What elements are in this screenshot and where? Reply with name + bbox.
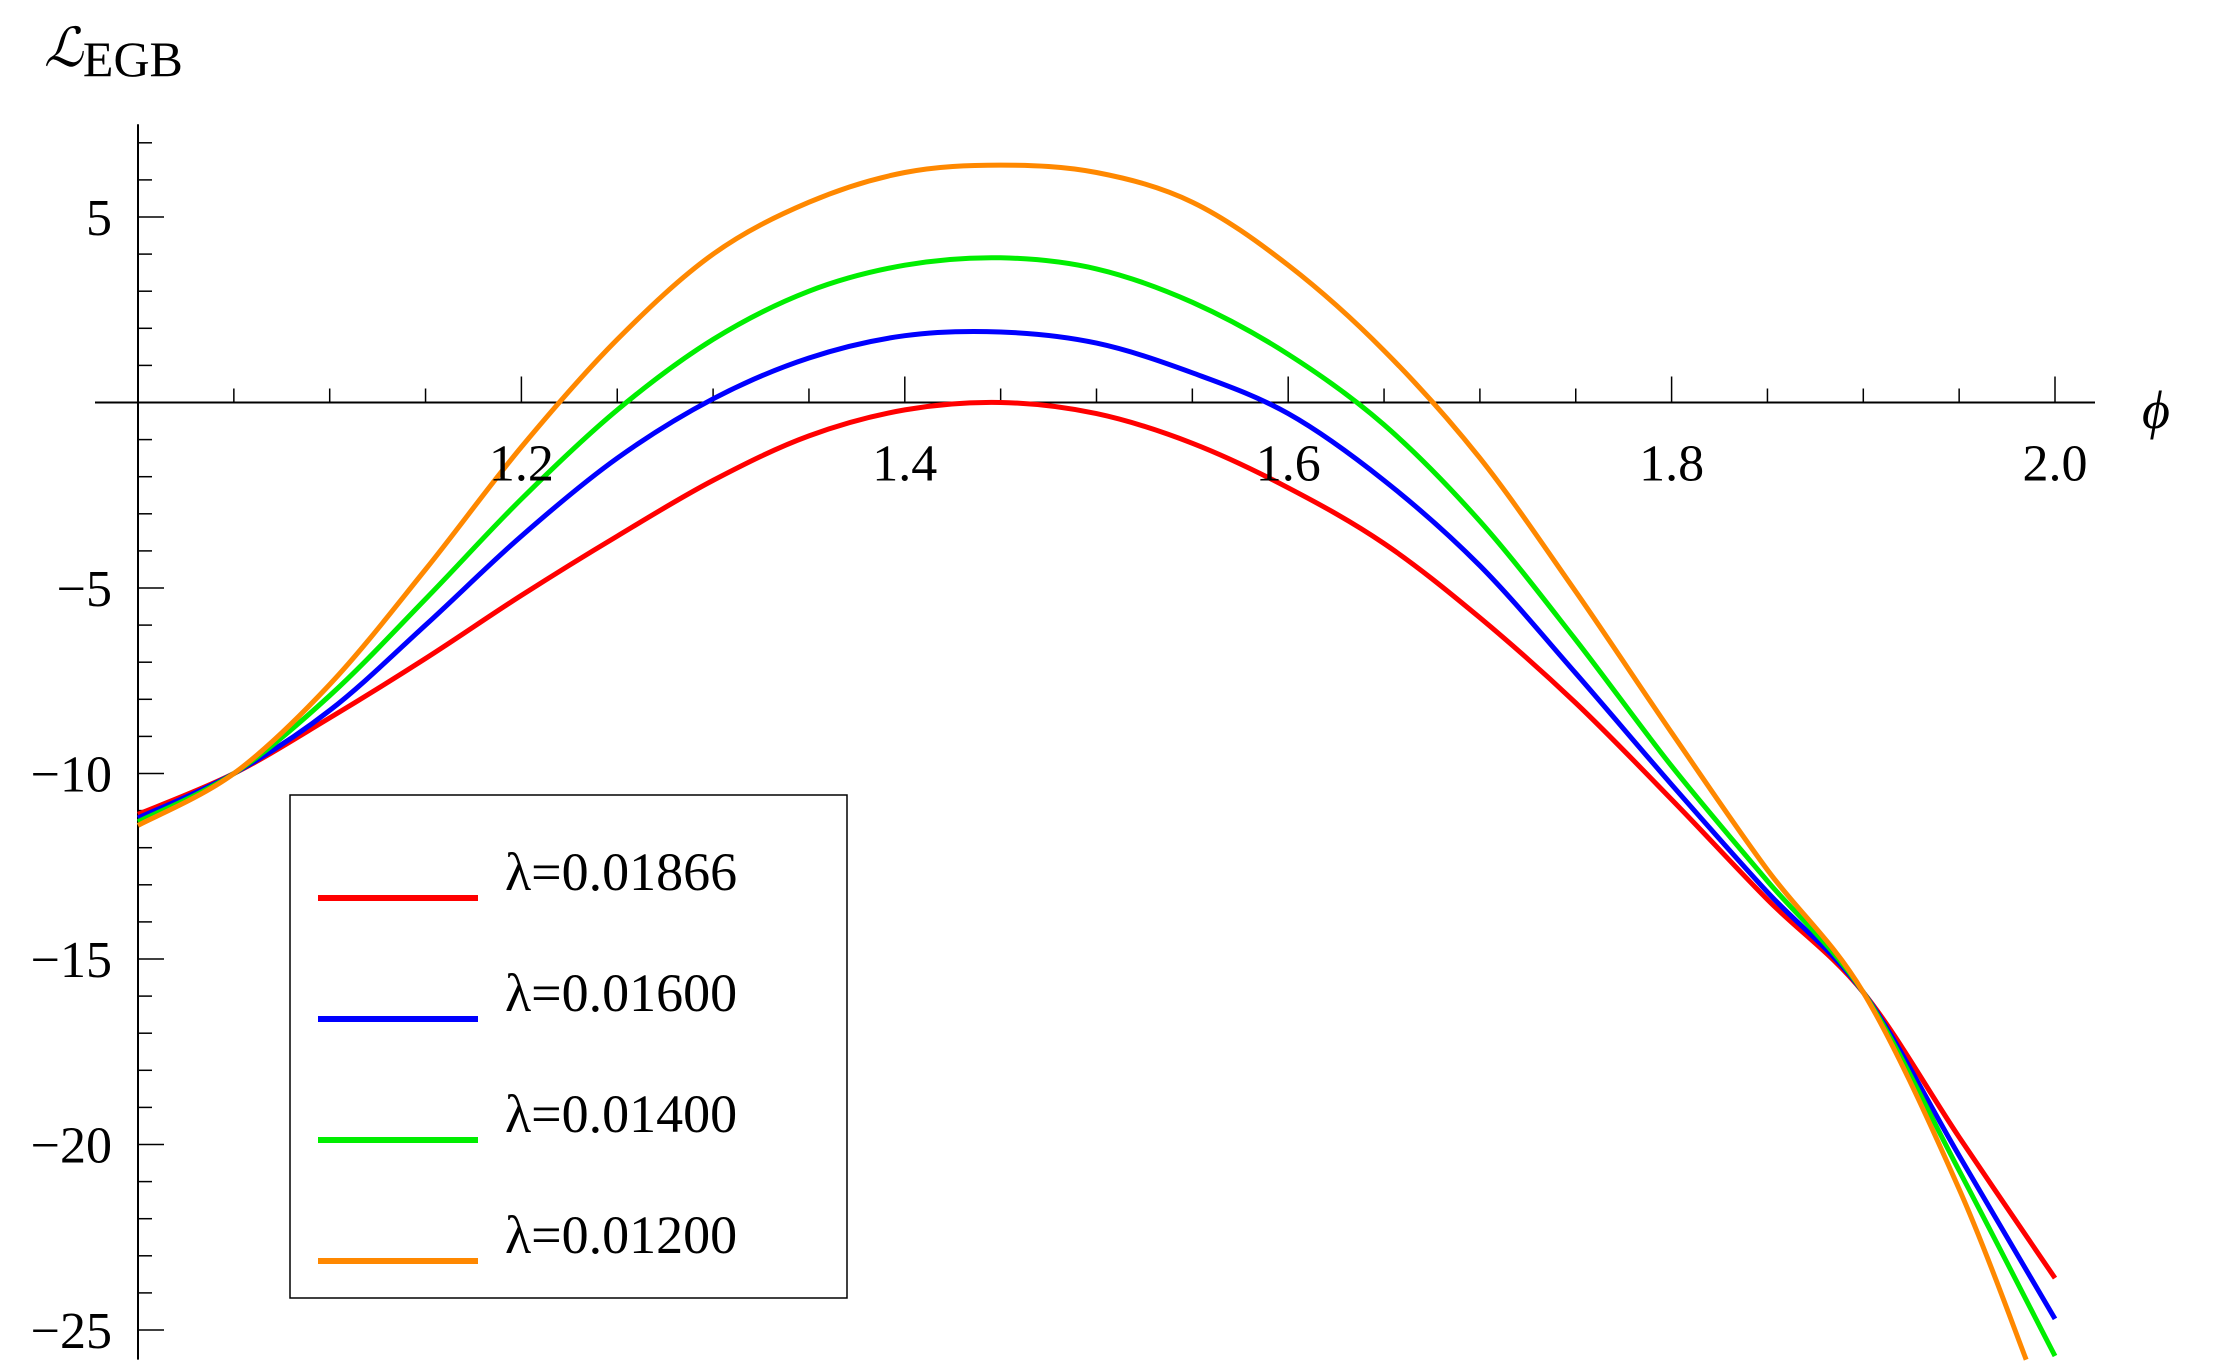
series-line-3 xyxy=(136,255,2058,1358)
x-tick-label: 1.2 xyxy=(489,436,554,493)
legend-label: λ=0.01600 xyxy=(505,963,737,1023)
y-tick-label: −10 xyxy=(31,747,112,804)
x-tick-label: 1.4 xyxy=(872,436,937,493)
legend-label: λ=0.01200 xyxy=(505,1205,737,1265)
legend-label: λ=0.01400 xyxy=(505,1084,737,1144)
legend: λ=0.01866 λ=0.01600 λ=0.01400 λ=0.01200 xyxy=(289,794,848,1299)
y-tick-label: −20 xyxy=(31,1118,112,1175)
x-tick-label: 1.8 xyxy=(1639,436,1704,493)
y-axis-label-sub: EGB xyxy=(83,31,183,87)
y-axis-label-main: ℒ xyxy=(44,18,84,78)
y-tick-label: 5 xyxy=(86,190,112,247)
legend-box xyxy=(289,794,848,1299)
y-tick-label: −5 xyxy=(57,561,112,618)
y-tick-label: −15 xyxy=(31,932,112,989)
x-tick-label: 1.6 xyxy=(1256,436,1321,493)
x-axis-label: ϕ xyxy=(2142,380,2170,440)
series-layer xyxy=(136,162,2058,1361)
series-line-4 xyxy=(136,162,2029,1361)
y-axis-label: ℒEGB xyxy=(44,18,183,87)
tick-labels: 1.2 1.4 1.6 1.8 2.0 5 −5 −10 −15 −20 −25 xyxy=(31,190,2088,1360)
x-tick-label: 2.0 xyxy=(2023,436,2088,493)
legend-label: λ=0.01866 xyxy=(505,842,737,902)
series-line-1 xyxy=(137,399,2058,1280)
axes xyxy=(95,124,2095,1360)
series-line-2 xyxy=(136,328,2058,1321)
axis-ticks xyxy=(138,142,2056,1331)
y-tick-label: −25 xyxy=(31,1303,112,1360)
